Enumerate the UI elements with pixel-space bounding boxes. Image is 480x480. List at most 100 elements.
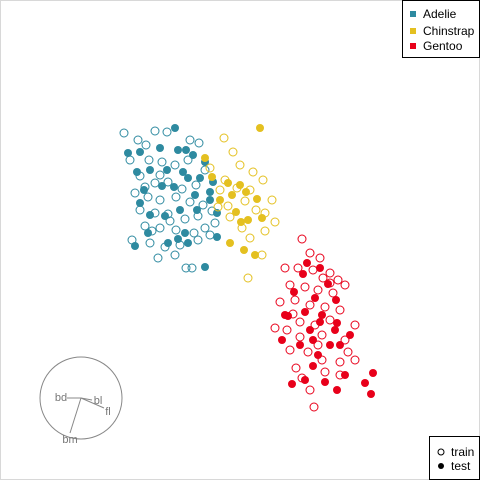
point-adelie-train-18 (130, 188, 140, 198)
point-gentoo-train-30 (317, 355, 327, 365)
point-gentoo-test-6 (332, 296, 340, 304)
legend-species: Adelie Chinstrap Gentoo (402, 0, 480, 58)
point-chinstrap-test-10 (237, 218, 245, 226)
point-gentoo-train-5 (293, 263, 303, 273)
point-adelie-train-39 (205, 230, 215, 240)
point-adelie-test-17 (146, 211, 154, 219)
point-gentoo-train-23 (282, 325, 292, 335)
point-gentoo-test-29 (316, 318, 324, 326)
point-gentoo-train-39 (313, 340, 323, 350)
legend-label-adelie: Adelie (423, 7, 457, 21)
point-adelie-test-33 (136, 199, 144, 207)
point-adelie-train-24 (135, 205, 145, 215)
point-gentoo-train-27 (270, 323, 280, 333)
point-gentoo-train-37 (309, 402, 319, 412)
point-adelie-test-28 (164, 239, 172, 247)
point-gentoo-train-35 (305, 385, 315, 395)
point-chinstrap-train-0 (219, 133, 229, 143)
point-adelie-train-41 (170, 250, 180, 260)
point-gentoo-train-19 (295, 317, 305, 327)
axis-label-bd: bd (55, 392, 67, 404)
axis-diagram: bd bl fl bm (39, 356, 123, 446)
point-chinstrap-train-2 (235, 160, 245, 170)
point-chinstrap-train-16 (260, 226, 270, 236)
point-adelie-train-21 (171, 192, 181, 202)
point-gentoo-train-40 (343, 347, 353, 357)
point-adelie-train-32 (171, 225, 181, 235)
point-chinstrap-test-0 (256, 124, 264, 132)
legend-swatch-adelie (410, 11, 416, 17)
point-chinstrap-test-9 (232, 208, 240, 216)
point-gentoo-test-26 (326, 341, 334, 349)
point-adelie-train-45 (210, 218, 220, 228)
point-gentoo-test-21 (369, 369, 377, 377)
point-chinstrap-train-9 (215, 185, 225, 195)
data-points (119, 124, 377, 412)
point-adelie-test-5 (189, 151, 197, 159)
point-chinstrap-test-13 (251, 251, 259, 259)
legend-label-chinstrap: Chinstrap (423, 24, 475, 38)
point-adelie-train-23 (198, 200, 208, 210)
point-adelie-test-1 (136, 148, 144, 156)
point-adelie-train-20 (155, 195, 165, 205)
point-adelie-train-6 (194, 138, 204, 148)
legend-swatch-chinstrap (410, 28, 416, 34)
axis-label-fl: fl (105, 406, 111, 418)
point-adelie-test-23 (144, 229, 152, 237)
point-adelie-test-27 (131, 242, 139, 250)
point-gentoo-train-3 (325, 268, 335, 278)
point-adelie-train-0 (119, 128, 129, 138)
point-gentoo-test-13 (309, 336, 317, 344)
point-gentoo-test-24 (333, 386, 341, 394)
point-adelie-test-3 (171, 124, 179, 132)
point-gentoo-train-29 (303, 347, 313, 357)
point-adelie-test-9 (163, 166, 171, 174)
point-gentoo-test-0 (303, 259, 311, 267)
point-adelie-test-30 (181, 229, 189, 237)
point-gentoo-train-11 (313, 285, 323, 295)
point-gentoo-train-0 (297, 234, 307, 244)
point-gentoo-train-31 (335, 357, 345, 367)
point-gentoo-train-32 (350, 355, 360, 365)
axis-bm-line (69, 397, 82, 434)
point-chinstrap-train-7 (258, 175, 268, 185)
point-chinstrap-test-8 (216, 196, 224, 204)
point-adelie-train-49 (155, 170, 165, 180)
point-adelie-test-26 (213, 233, 221, 241)
point-gentoo-train-4 (280, 263, 290, 273)
point-adelie-train-38 (193, 235, 203, 245)
point-adelie-train-7 (125, 155, 135, 165)
point-gentoo-test-5 (311, 294, 319, 302)
point-gentoo-test-23 (367, 390, 375, 398)
point-adelie-test-7 (133, 168, 141, 176)
point-adelie-train-42 (181, 263, 191, 273)
point-adelie-test-32 (182, 146, 190, 154)
point-chinstrap-train-3 (205, 163, 215, 173)
point-adelie-train-40 (153, 253, 163, 263)
point-adelie-test-18 (161, 212, 169, 220)
point-adelie-test-29 (201, 263, 209, 271)
point-gentoo-test-16 (314, 351, 322, 359)
point-gentoo-train-6 (308, 265, 318, 275)
point-adelie-test-11 (196, 174, 204, 182)
point-chinstrap-train-13 (225, 212, 235, 222)
point-gentoo-train-21 (325, 315, 335, 325)
point-gentoo-test-27 (281, 311, 289, 319)
point-adelie-test-0 (124, 149, 132, 157)
point-gentoo-train-12 (328, 288, 338, 298)
point-gentoo-train-28 (285, 345, 295, 355)
point-chinstrap-train-8 (267, 195, 277, 205)
legend-test-marker (438, 463, 444, 469)
point-adelie-train-1 (133, 135, 143, 145)
point-adelie-train-46 (165, 216, 175, 226)
point-gentoo-test-19 (288, 380, 296, 388)
point-gentoo-train-15 (290, 295, 300, 305)
point-adelie-test-8 (146, 166, 154, 174)
point-gentoo-test-11 (278, 336, 286, 344)
legend-split: train test (429, 436, 480, 480)
point-chinstrap-train-1 (228, 147, 238, 157)
point-adelie-test-14 (170, 183, 178, 191)
point-adelie-train-27 (180, 214, 190, 224)
legend-label-train: train (451, 445, 474, 459)
